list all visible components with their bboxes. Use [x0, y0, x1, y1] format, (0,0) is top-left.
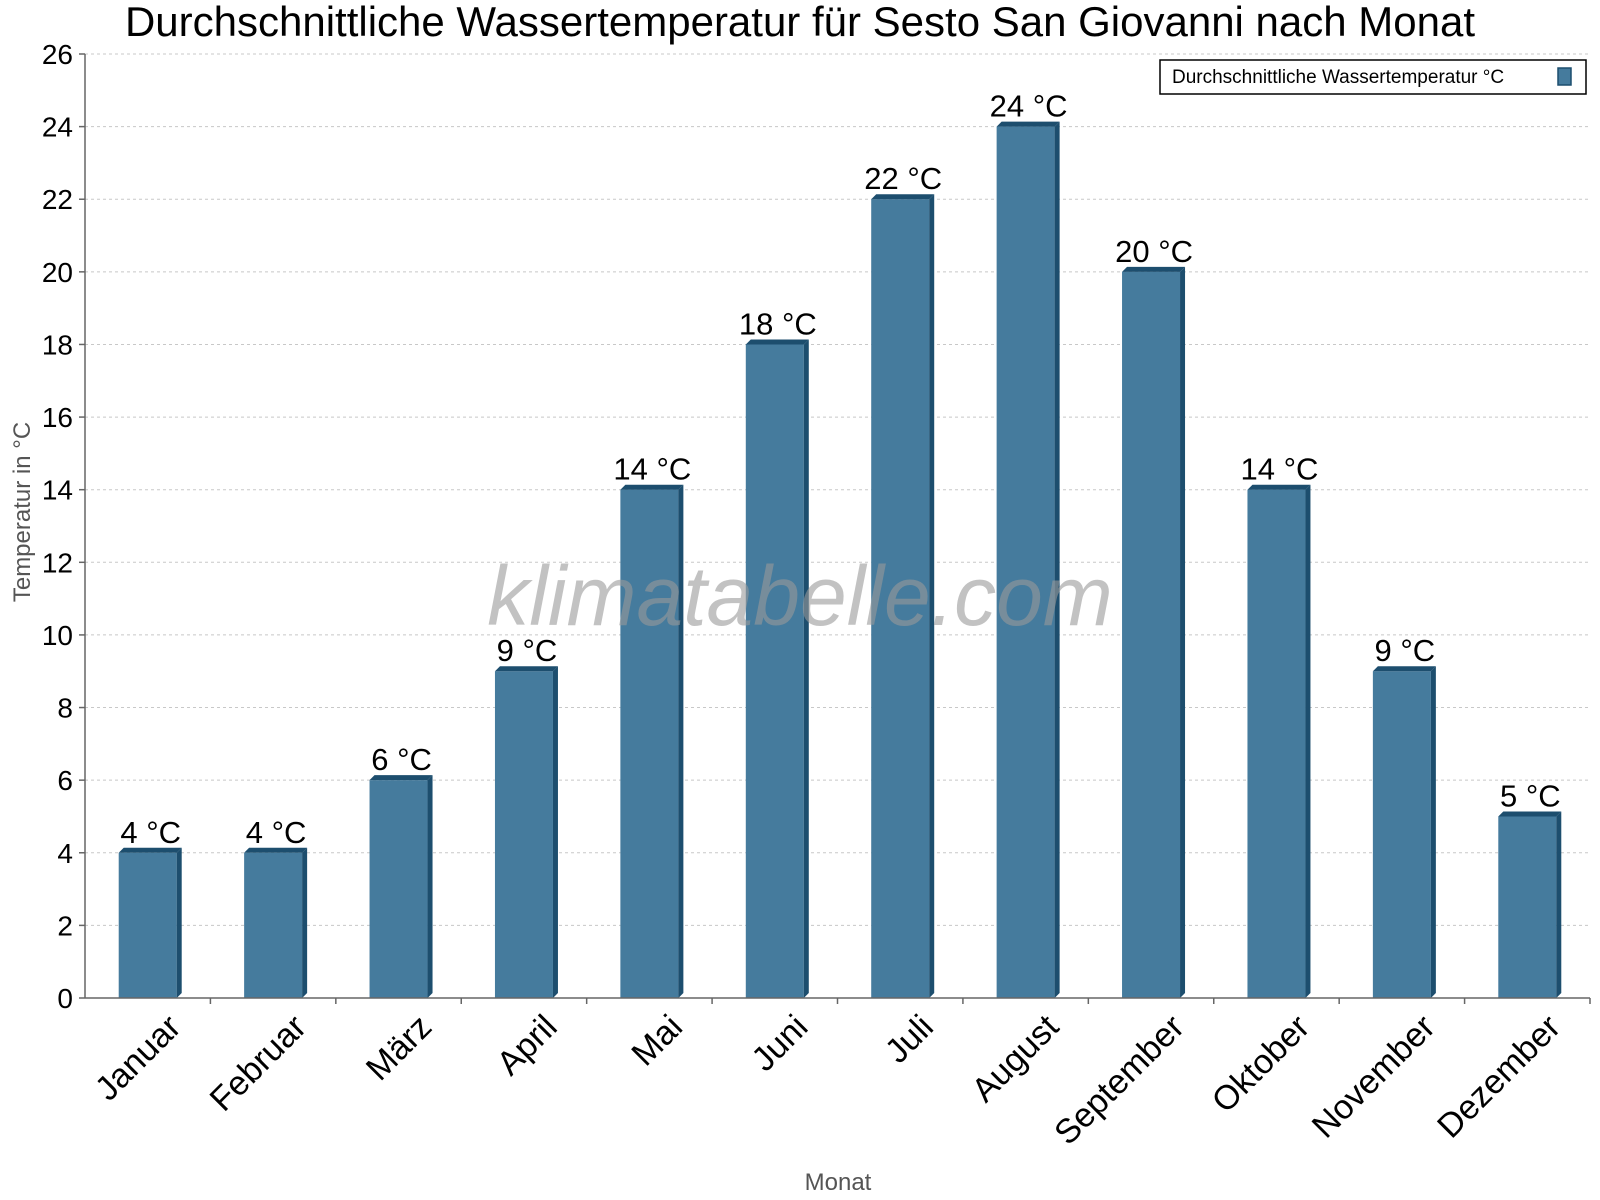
x-tick-label: März — [359, 1008, 439, 1088]
bar-side — [302, 847, 308, 998]
bar-top — [244, 847, 308, 853]
legend: Durchschnittliche Wassertemperatur °C — [1159, 59, 1587, 95]
x-tick-label: September — [1047, 1008, 1191, 1152]
data-label: 14 °C — [1241, 452, 1319, 487]
bars — [118, 121, 1562, 999]
chart-title: Durchschnittliche Wassertemperatur für S… — [125, 0, 1475, 45]
watermark: klimatabelle.com — [487, 549, 1113, 643]
y-axis-label: Temperatur in °C — [9, 422, 36, 602]
y-tick-label: 20 — [42, 257, 73, 288]
bar-top — [118, 847, 182, 853]
y-tick-label: 26 — [42, 39, 73, 70]
data-label: 9 °C — [1375, 633, 1436, 668]
data-label: 5 °C — [1500, 778, 1561, 813]
x-tick-label: Mai — [624, 1008, 690, 1074]
bar-side — [552, 666, 558, 998]
x-tick-label: Juli — [878, 1008, 941, 1071]
y-tick-label: 16 — [42, 402, 73, 433]
bar-top — [369, 775, 433, 781]
x-tick-labels: Januar Februar März April Mai Juni Juli AugustS… — [88, 1007, 1568, 1152]
bar-side — [176, 847, 182, 998]
legend-swatch — [1557, 67, 1572, 86]
bar — [369, 780, 428, 998]
x-tick-label: August — [965, 1007, 1067, 1109]
bar-side — [1180, 266, 1186, 998]
bar-top — [1247, 484, 1311, 490]
data-label: 20 °C — [1115, 234, 1193, 269]
bar-side — [678, 484, 684, 998]
y-tick-label: 0 — [57, 983, 73, 1014]
x-tick-label: April — [490, 1008, 565, 1083]
bar — [1372, 671, 1431, 998]
y-tick-label: 8 — [57, 693, 73, 724]
x-tick-label: Januar — [88, 1008, 188, 1108]
bar — [244, 852, 303, 998]
bar-top — [871, 194, 935, 200]
bar-side — [427, 775, 433, 998]
bar-top — [745, 339, 809, 345]
x-tick-label: Juni — [744, 1008, 815, 1079]
data-label: 4 °C — [246, 815, 307, 850]
x-tick-label: Februar — [203, 1008, 314, 1119]
y-tick-label: 12 — [42, 547, 73, 578]
x-tick-label: November — [1305, 1008, 1443, 1146]
bar-side — [803, 339, 809, 998]
y-tick-label: 6 — [57, 765, 73, 796]
bar — [871, 199, 930, 998]
bar-side — [929, 194, 935, 998]
y-tick-label: 18 — [42, 329, 73, 360]
legend-box — [1159, 59, 1587, 95]
y-tick-label: 10 — [42, 620, 73, 651]
data-label: 14 °C — [613, 452, 691, 487]
bar — [1247, 489, 1306, 998]
data-label: 6 °C — [371, 742, 432, 777]
y-tick-label: 14 — [42, 475, 73, 506]
x-axis-label: Monat — [805, 1169, 872, 1196]
bar — [494, 671, 553, 998]
bar-side — [1054, 121, 1060, 999]
y-tick-label: 22 — [42, 184, 73, 215]
bar-side — [1305, 484, 1311, 998]
bar-top — [494, 666, 558, 672]
y-tick-label: 4 — [57, 838, 73, 869]
bar-top — [996, 121, 1060, 127]
y-tick-label: 2 — [57, 910, 73, 941]
data-label: 9 °C — [497, 633, 558, 668]
bar — [1498, 816, 1557, 998]
x-tick-label: Oktober — [1205, 1008, 1317, 1120]
bar-side — [1556, 811, 1562, 998]
data-label: 22 °C — [864, 161, 942, 196]
bar — [620, 489, 679, 998]
data-label: 24 °C — [990, 89, 1068, 124]
bar-top — [1498, 811, 1562, 817]
bar — [745, 344, 804, 998]
bar — [1122, 271, 1181, 998]
legend-label: Durchschnittliche Wassertemperatur °C — [1172, 67, 1504, 88]
data-labels: 4 °C 4 °C 6 °C 9 °C 14 °C 18 °C 22 °C 24 °C 20 °… — [120, 89, 1560, 850]
bar-side — [1430, 666, 1436, 998]
data-label: 18 °C — [739, 306, 817, 341]
y-tick-label: 24 — [42, 112, 73, 143]
data-label: 4 °C — [120, 815, 181, 850]
bar-top — [1372, 666, 1436, 672]
bar-top — [620, 484, 684, 490]
axes — [79, 53, 1591, 1004]
bar — [996, 126, 1055, 999]
gridlines — [85, 53, 1590, 926]
x-tick-label: Dezember — [1430, 1008, 1568, 1146]
bar-top — [1122, 266, 1186, 272]
bar — [118, 852, 177, 998]
